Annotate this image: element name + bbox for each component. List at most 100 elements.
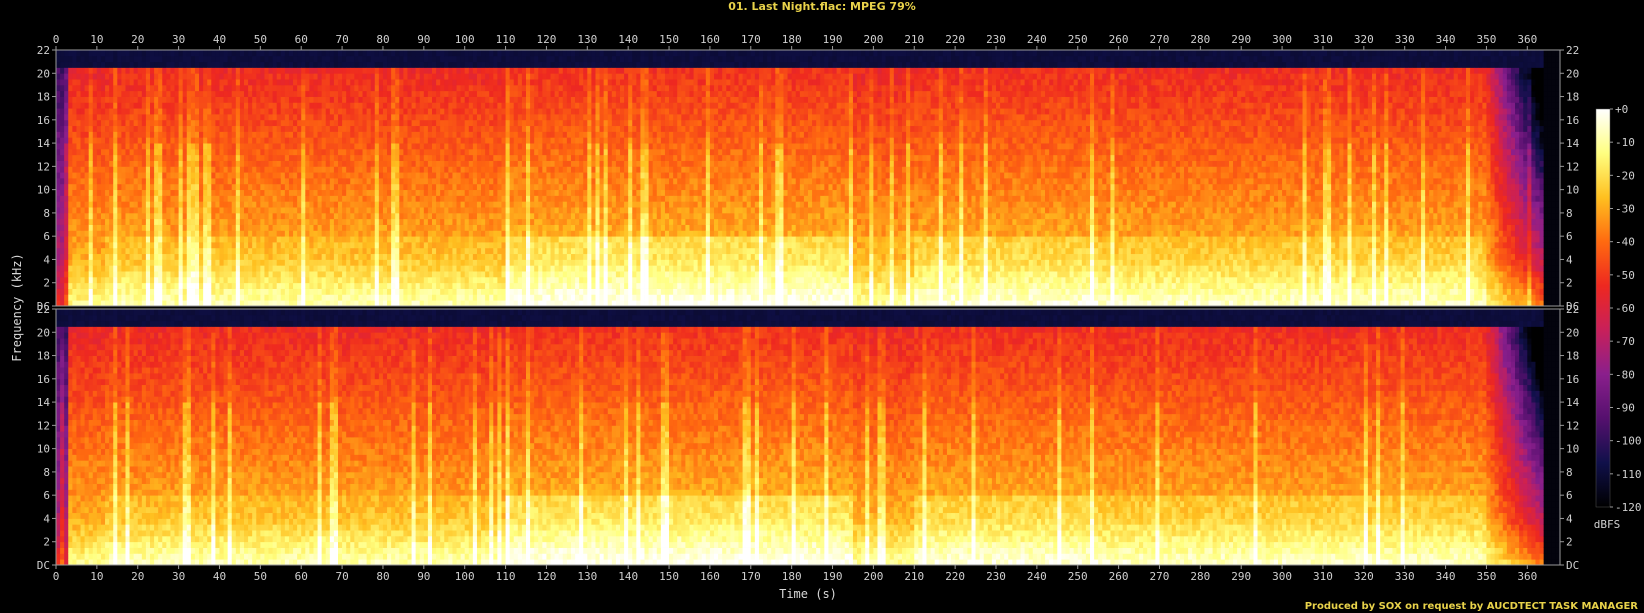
spectrogram-cell <box>158 283 162 289</box>
spectrogram-cell <box>416 67 420 73</box>
spectrogram-cell <box>248 190 252 196</box>
spectrogram-cell <box>485 190 489 196</box>
spectrogram-cell <box>313 62 317 68</box>
spectrogram-cell <box>219 259 223 265</box>
spectrogram-cell <box>363 283 367 289</box>
spectrogram-cell <box>146 137 150 143</box>
spectrogram-cell <box>338 265 342 271</box>
spectrogram-cell <box>428 161 432 167</box>
spectrogram-cell <box>493 271 497 277</box>
spectrogram-cell <box>72 120 76 126</box>
spectrogram-cell <box>387 184 391 190</box>
spectrogram-cell <box>412 137 416 143</box>
spectrogram-cell <box>506 259 510 265</box>
spectrogram-cell <box>101 248 105 254</box>
spectrogram-cell <box>289 50 293 56</box>
spectrogram-cell <box>383 120 387 126</box>
spectrogram-cell <box>358 178 362 184</box>
spectrogram-cell <box>105 277 109 283</box>
spectrogram-cell <box>113 184 117 190</box>
spectrogram-cell <box>269 149 273 155</box>
spectrogram-cell <box>465 166 469 172</box>
spectrogram-cell <box>240 108 244 114</box>
spectrogram-cell <box>412 126 416 132</box>
spectrogram-cell <box>514 79 518 85</box>
spectrogram-cell <box>138 137 142 143</box>
spectrogram-cell <box>211 137 215 143</box>
spectrogram-cell <box>248 213 252 219</box>
spectrogram-cell <box>187 271 191 277</box>
spectrogram-cell <box>219 294 223 300</box>
spectrogram-cell <box>473 149 477 155</box>
spectrogram-cell <box>64 190 68 196</box>
spectrogram-cell <box>240 50 244 56</box>
spectrogram-cell <box>399 207 403 213</box>
spectrogram-cell <box>236 62 240 68</box>
spectrogram-cell <box>76 79 80 85</box>
spectrogram-cell <box>309 137 313 143</box>
spectrogram-cell <box>256 201 260 207</box>
spectrogram-cell <box>448 190 452 196</box>
spectrogram-cell <box>506 102 510 108</box>
spectrogram-cell <box>387 300 391 306</box>
spectrogram-cell <box>81 195 85 201</box>
spectrogram-cell <box>477 149 481 155</box>
spectrogram-cell <box>154 248 158 254</box>
spectrogram-cell <box>281 195 285 201</box>
spectrogram-cell <box>473 254 477 260</box>
spectrogram-cell <box>285 236 289 242</box>
spectrogram-cell <box>448 120 452 126</box>
spectrogram-cell <box>146 230 150 236</box>
spectrogram-cell <box>358 120 362 126</box>
spectrogram-cell <box>424 207 428 213</box>
spectrogram-cell <box>375 213 379 219</box>
spectrogram-cell <box>436 230 440 236</box>
spectrogram-cell <box>224 126 228 132</box>
spectrogram-cell <box>318 102 322 108</box>
spectrogram-cell <box>170 91 174 97</box>
spectrogram-cell <box>134 166 138 172</box>
spectrogram-cell <box>440 102 444 108</box>
spectrogram-cell <box>166 114 170 120</box>
spectrogram-cell <box>420 225 424 231</box>
spectrogram-cell <box>346 62 350 68</box>
spectrogram-cell <box>444 277 448 283</box>
spectrogram-cell <box>297 248 301 254</box>
spectrogram-cell <box>134 265 138 271</box>
spectrogram-cell <box>342 207 346 213</box>
spectrogram-cell <box>334 56 338 62</box>
spectrogram-cell <box>497 254 501 260</box>
spectrogram-cell <box>416 143 420 149</box>
spectrogram-cell <box>260 143 264 149</box>
spectrogram-cell <box>162 91 166 97</box>
spectrogram-cell <box>240 102 244 108</box>
spectrogram-cell <box>375 195 379 201</box>
spectrogram-cell <box>89 131 93 137</box>
spectrogram-cell <box>93 79 97 85</box>
spectrogram-cell <box>191 155 195 161</box>
spectrogram-cell <box>166 277 170 283</box>
spectrogram-cell <box>358 114 362 120</box>
spectrogram-cell <box>354 108 358 114</box>
spectrogram-cell <box>187 143 191 149</box>
spectrogram-cell <box>407 195 411 201</box>
spectrogram-cell <box>154 190 158 196</box>
spectrogram-cell <box>195 149 199 155</box>
spectrogram-cell <box>101 213 105 219</box>
spectrogram-cell <box>403 97 407 103</box>
spectrogram-cell <box>203 300 207 306</box>
spectrogram-cell <box>224 201 228 207</box>
spectrogram-cell <box>322 102 326 108</box>
spectrogram-cell <box>383 56 387 62</box>
spectrogram-cell <box>387 248 391 254</box>
spectrogram-cell <box>199 207 203 213</box>
spectrogram-cell <box>285 91 289 97</box>
spectrogram-cell <box>510 79 514 85</box>
spectrogram-cell <box>428 190 432 196</box>
spectrogram-cell <box>375 219 379 225</box>
spectrogram-cell <box>158 248 162 254</box>
spectrogram-cell <box>187 195 191 201</box>
spectrogram-cell <box>514 137 518 143</box>
spectrogram-cell <box>154 265 158 271</box>
spectrogram-cell <box>501 114 505 120</box>
